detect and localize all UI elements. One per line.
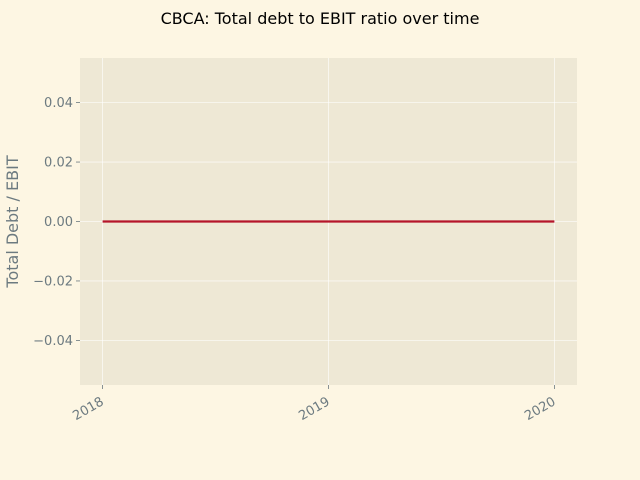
y-tick-label: −0.02	[33, 274, 73, 289]
y-tick-label: 0.04	[44, 96, 73, 111]
y-axis: 0.04 0.02 0.00 −0.02 −0.04	[33, 96, 80, 349]
chart-title: CBCA: Total debt to EBIT ratio over time	[161, 9, 480, 28]
y-tick-label: −0.04	[33, 334, 73, 349]
y-tick-label: 0.00	[44, 215, 73, 230]
y-axis-label: Total Debt / EBIT	[3, 155, 22, 288]
y-tick-label: 0.02	[44, 156, 73, 171]
